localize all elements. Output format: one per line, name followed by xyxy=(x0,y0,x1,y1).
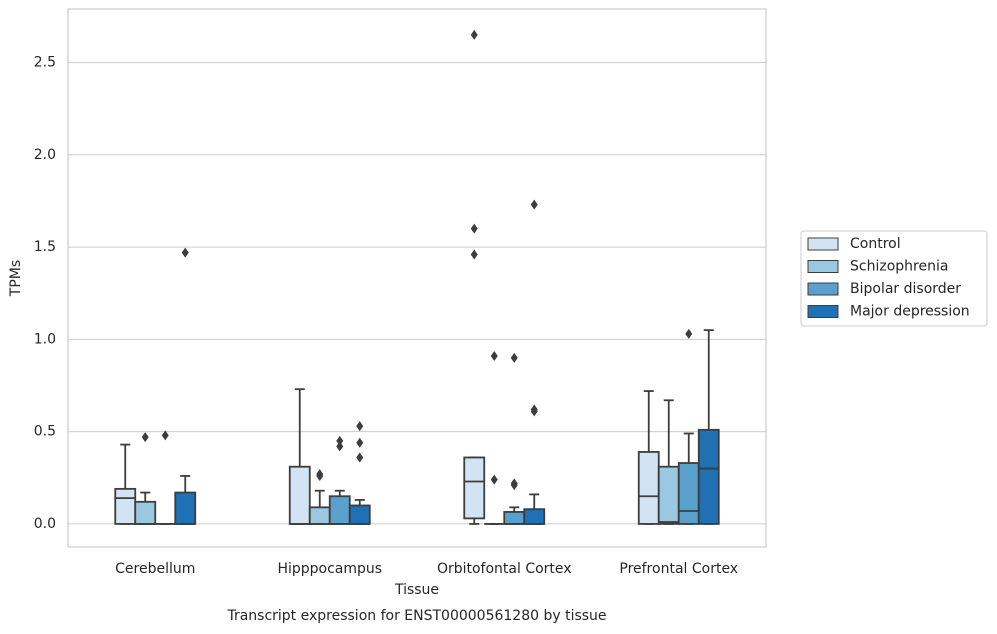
outlier xyxy=(336,435,344,446)
plot-frame xyxy=(67,8,767,548)
y-tick-label: 0.0 xyxy=(34,516,56,532)
outlier xyxy=(510,480,518,491)
box xyxy=(463,456,486,520)
box xyxy=(523,508,546,525)
outlier xyxy=(141,432,149,443)
y-axis-label: TPMs xyxy=(8,260,24,297)
box xyxy=(114,487,137,525)
box xyxy=(288,465,311,525)
x-tick-label: Cerebellum xyxy=(115,561,195,577)
outlier xyxy=(470,223,478,234)
legend-swatch xyxy=(807,237,839,251)
box xyxy=(174,491,197,525)
outlier xyxy=(510,352,518,363)
outlier xyxy=(470,29,478,40)
outlier xyxy=(530,406,538,417)
y-tick-label: 2.0 xyxy=(34,147,56,163)
chart-title: Transcript expression for ENST0000056128… xyxy=(226,608,606,624)
x-tick-label: Prefrontal Cortex xyxy=(619,561,738,577)
box xyxy=(328,495,351,525)
y-tick-label: 1.5 xyxy=(34,239,56,255)
outlier xyxy=(336,441,344,452)
box xyxy=(348,504,371,525)
x-tick-label: Hipppocampus xyxy=(277,561,382,577)
box xyxy=(637,451,660,525)
box xyxy=(657,465,680,525)
outlier xyxy=(356,452,364,463)
y-tick-label: 0.5 xyxy=(34,424,56,440)
legend-label: Control xyxy=(850,236,901,252)
outlier xyxy=(685,328,693,339)
outlier xyxy=(356,421,364,432)
outlier xyxy=(316,470,324,481)
box xyxy=(697,428,720,525)
legend-label: Bipolar disorder xyxy=(850,281,961,297)
box xyxy=(677,462,700,525)
x-axis-label: Tissue xyxy=(394,582,439,598)
y-tick-label: 2.5 xyxy=(34,55,56,71)
box xyxy=(503,511,526,525)
legend-box xyxy=(800,230,988,327)
outlier xyxy=(161,430,169,441)
outlier xyxy=(181,247,189,258)
box xyxy=(308,506,331,525)
outlier xyxy=(530,199,538,210)
outlier xyxy=(356,437,364,448)
outlier xyxy=(470,249,478,260)
legend-swatch xyxy=(807,282,839,296)
outlier xyxy=(490,350,498,361)
box xyxy=(134,500,157,525)
legend-swatch xyxy=(807,305,839,318)
legend-label: Major depression xyxy=(850,304,970,320)
outlier xyxy=(490,474,498,485)
legend-swatch xyxy=(807,260,839,273)
x-tick-label: Orbitofontal Cortex xyxy=(437,561,572,577)
legend-label: Schizophrenia xyxy=(850,259,948,275)
y-tick-label: 1.0 xyxy=(34,331,56,347)
